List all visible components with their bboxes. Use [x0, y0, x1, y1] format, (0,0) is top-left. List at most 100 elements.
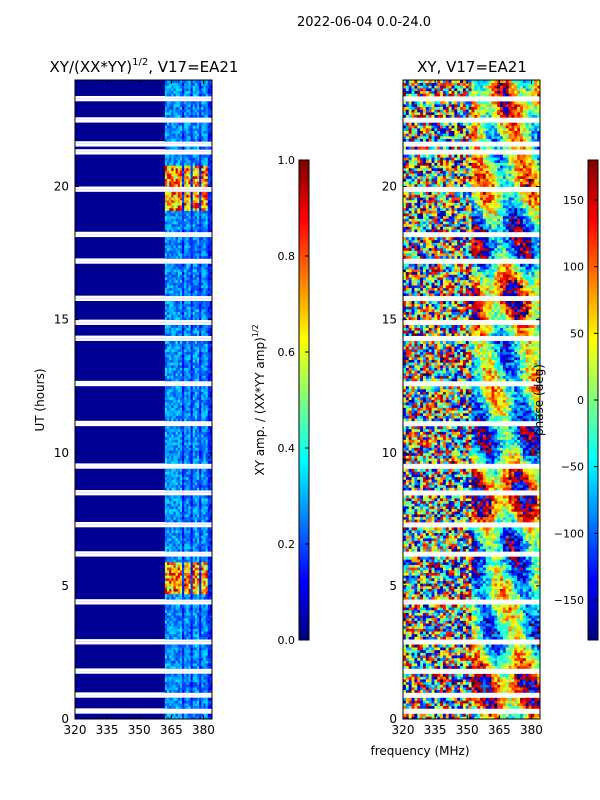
- left-heatmap-cell: [197, 503, 200, 507]
- left-heatmap-cell: [173, 290, 177, 294]
- left-heatmap-cell: [184, 439, 187, 443]
- left-heatmap-cell: [207, 516, 211, 520]
- left-heatmap-cell: [171, 213, 174, 217]
- left-heatmap-cell: [169, 455, 172, 459]
- left-heatmap-cell: [194, 537, 198, 542]
- left-heatmap-cell: [167, 471, 170, 475]
- left-heatmap-cell: [184, 418, 187, 422]
- left-heatmap-cell: [192, 545, 196, 549]
- left-heatmap-cell: [205, 484, 209, 488]
- left-heatmap-cell: [167, 633, 170, 637]
- left-heatmap-cell: [171, 165, 174, 169]
- left-heatmap-cell: [184, 623, 187, 627]
- left-heatmap-cell: [201, 697, 204, 701]
- left-heatmap-cell: [169, 205, 172, 209]
- right-heatmap-cell: [431, 713, 435, 717]
- left-heatmap-cell: [199, 266, 202, 270]
- left-heatmap-cell: [164, 133, 168, 137]
- left-heatmap-cell: [194, 644, 198, 648]
- left-heatmap-cell: [167, 375, 170, 379]
- left-heatmap-cell: [164, 375, 168, 379]
- right-heatmap-cell: [502, 687, 507, 691]
- left-heatmap-cell: [207, 343, 211, 347]
- left-heatmap-cell: [207, 87, 211, 92]
- right-heatmap-cell: [428, 684, 432, 688]
- left-heatmap-cell: [171, 399, 174, 403]
- right-heatmap-cell: [485, 684, 490, 688]
- left-heatmap-cell: [182, 162, 185, 166]
- left-heatmap-cell: [205, 391, 209, 395]
- left-heatmap-cell: [205, 316, 209, 321]
- left-heatmap-cell: [186, 636, 189, 640]
- left-heatmap-cell: [188, 205, 191, 209]
- left-heatmap-cell: [169, 617, 172, 621]
- left-heatmap-cell: [209, 444, 213, 448]
- left-heatmap-cell: [169, 314, 172, 318]
- right-heatmap-cell: [457, 687, 461, 691]
- left-heatmap-cell: [192, 649, 196, 653]
- left-heatmap-cell: [167, 223, 170, 227]
- left-heatmap-cell: [197, 644, 200, 648]
- left-heatmap-cell: [186, 247, 189, 251]
- left-heatmap-cell: [201, 221, 204, 225]
- left-heatmap-cell: [209, 569, 213, 573]
- left-heatmap-cell: [175, 122, 179, 126]
- left-heatmap-cell: [192, 591, 196, 595]
- left-heatmap-cell: [192, 543, 196, 547]
- left-heatmap-cell: [184, 657, 187, 661]
- left-heatmap-cell: [164, 343, 168, 347]
- left-heatmap-cell: [197, 194, 200, 198]
- left-heatmap-cell: [205, 175, 209, 179]
- right-heatmap-cell: [434, 681, 438, 685]
- left-heatmap-cell: [199, 455, 202, 459]
- left-heatmap-cell: [179, 506, 183, 510]
- left-heatmap-cell: [173, 609, 177, 613]
- left-gap-row: [75, 551, 212, 554]
- left-heatmap-cell: [182, 351, 185, 355]
- left-heatmap-cell: [209, 308, 213, 313]
- left-heatmap-cell: [182, 356, 185, 360]
- left-heatmap-cell: [192, 255, 196, 259]
- left-heatmap-cell: [188, 314, 191, 318]
- left-heatmap-cell: [207, 447, 211, 451]
- left-heatmap-cell: [167, 513, 170, 518]
- right-heatmap-cell: [437, 689, 441, 693]
- left-heatmap-cell: [186, 308, 189, 313]
- left-heatmap-cell: [207, 697, 211, 701]
- left-heatmap-cell: [186, 154, 189, 158]
- right-heatmap-cell: [497, 681, 501, 685]
- left-heatmap-cell: [186, 404, 189, 408]
- left-heatmap-cell: [164, 513, 168, 518]
- left-heatmap-cell: [167, 173, 170, 177]
- left-heatmap-cell: [207, 250, 211, 254]
- left-heatmap-cell: [194, 103, 198, 108]
- right-heatmap-cell: [525, 700, 529, 704]
- left-heatmap-cell: [199, 588, 202, 592]
- left-heatmap-cell: [199, 580, 202, 584]
- left-heatmap-cell: [207, 681, 211, 685]
- left-heatmap-cell: [207, 399, 211, 403]
- left-heatmap-cell: [167, 500, 170, 504]
- left-heatmap-cell: [194, 154, 198, 158]
- left-heatmap-cell: [190, 343, 194, 347]
- left-heatmap-cell: [190, 215, 194, 219]
- left-heatmap-cell: [192, 197, 196, 201]
- left-heatmap-cell: [182, 426, 185, 430]
- left-heatmap-cell: [203, 447, 206, 451]
- left-heatmap-cell: [182, 213, 185, 217]
- left-heatmap-cell: [197, 564, 200, 568]
- left-heatmap-cell: [167, 215, 170, 219]
- left-heatmap-cell: [205, 255, 209, 259]
- left-heatmap-cell: [192, 303, 196, 307]
- left-heatmap-cell: [175, 372, 179, 376]
- left-heatmap-cell: [164, 250, 168, 254]
- left-gap-row: [75, 117, 212, 120]
- left-heatmap-cell: [169, 681, 172, 685]
- left-heatmap-cell: [188, 159, 191, 163]
- left-heatmap-cell: [190, 173, 194, 177]
- left-heatmap-cell: [209, 199, 213, 203]
- left-heatmap-cell: [205, 402, 209, 406]
- left-heatmap-cell: [171, 167, 174, 171]
- left-heatmap-cell: [199, 676, 202, 680]
- left-heatmap-cell: [171, 308, 174, 313]
